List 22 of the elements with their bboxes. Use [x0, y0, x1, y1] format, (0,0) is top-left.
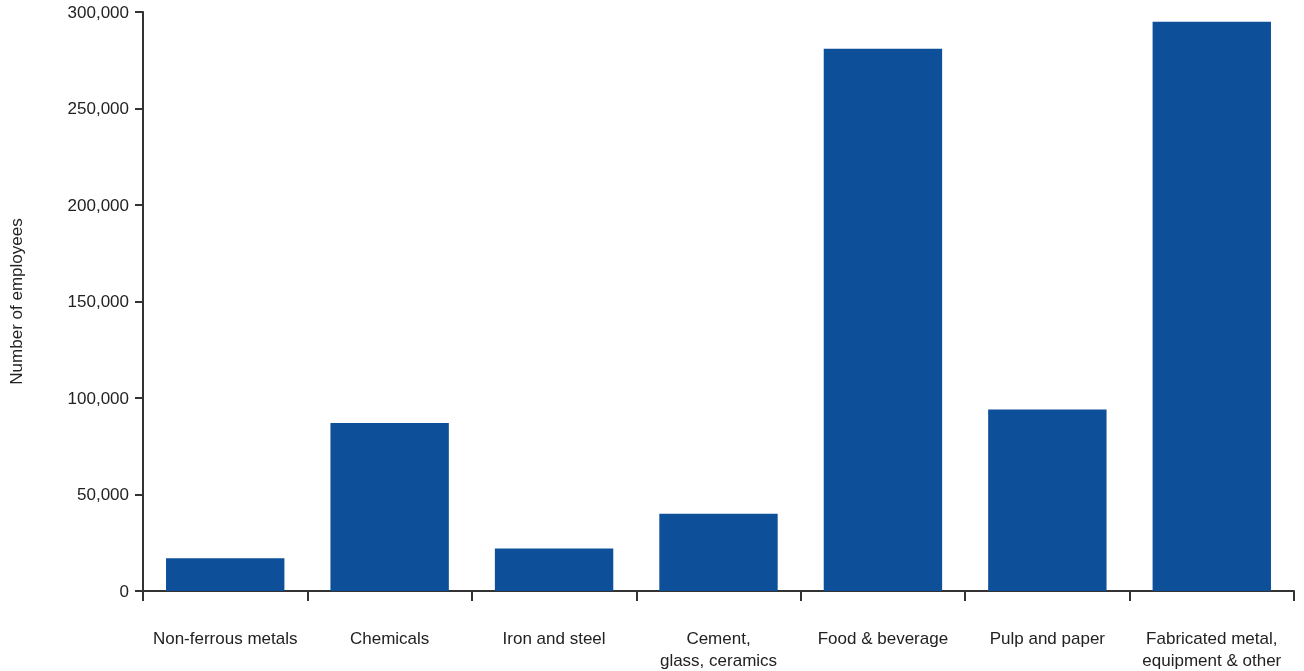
- x-tick-label: Food & beverage: [817, 628, 949, 648]
- x-tick-label: Fabricated metal, equipment & other: [1142, 628, 1282, 670]
- x-tick-label: Cement, glass, ceramics: [659, 628, 778, 670]
- y-tick-label: 200,000: [67, 195, 129, 215]
- bar: [659, 513, 778, 591]
- bar: [494, 548, 614, 591]
- bar: [988, 409, 1107, 591]
- y-tick-label: 50,000: [77, 485, 129, 504]
- bar: [1152, 21, 1271, 591]
- x-tick-label: Pulp and paper: [989, 628, 1106, 648]
- y-axis-title: Number of employees: [7, 218, 26, 385]
- y-tick-label: 0: [119, 581, 129, 601]
- y-tick-label: 300,000: [67, 2, 129, 22]
- x-tick-label: Iron and steel: [502, 628, 606, 648]
- y-tick-label: 250,000: [67, 99, 129, 118]
- bar: [330, 423, 449, 591]
- bar: [823, 48, 943, 591]
- bar: [166, 558, 285, 591]
- y-tick-label: 100,000: [67, 388, 129, 408]
- y-tick-label: 150,000: [67, 292, 129, 311]
- x-tick-label: Non-ferrous metals: [152, 628, 298, 648]
- x-tick-label: Chemicals: [349, 628, 430, 648]
